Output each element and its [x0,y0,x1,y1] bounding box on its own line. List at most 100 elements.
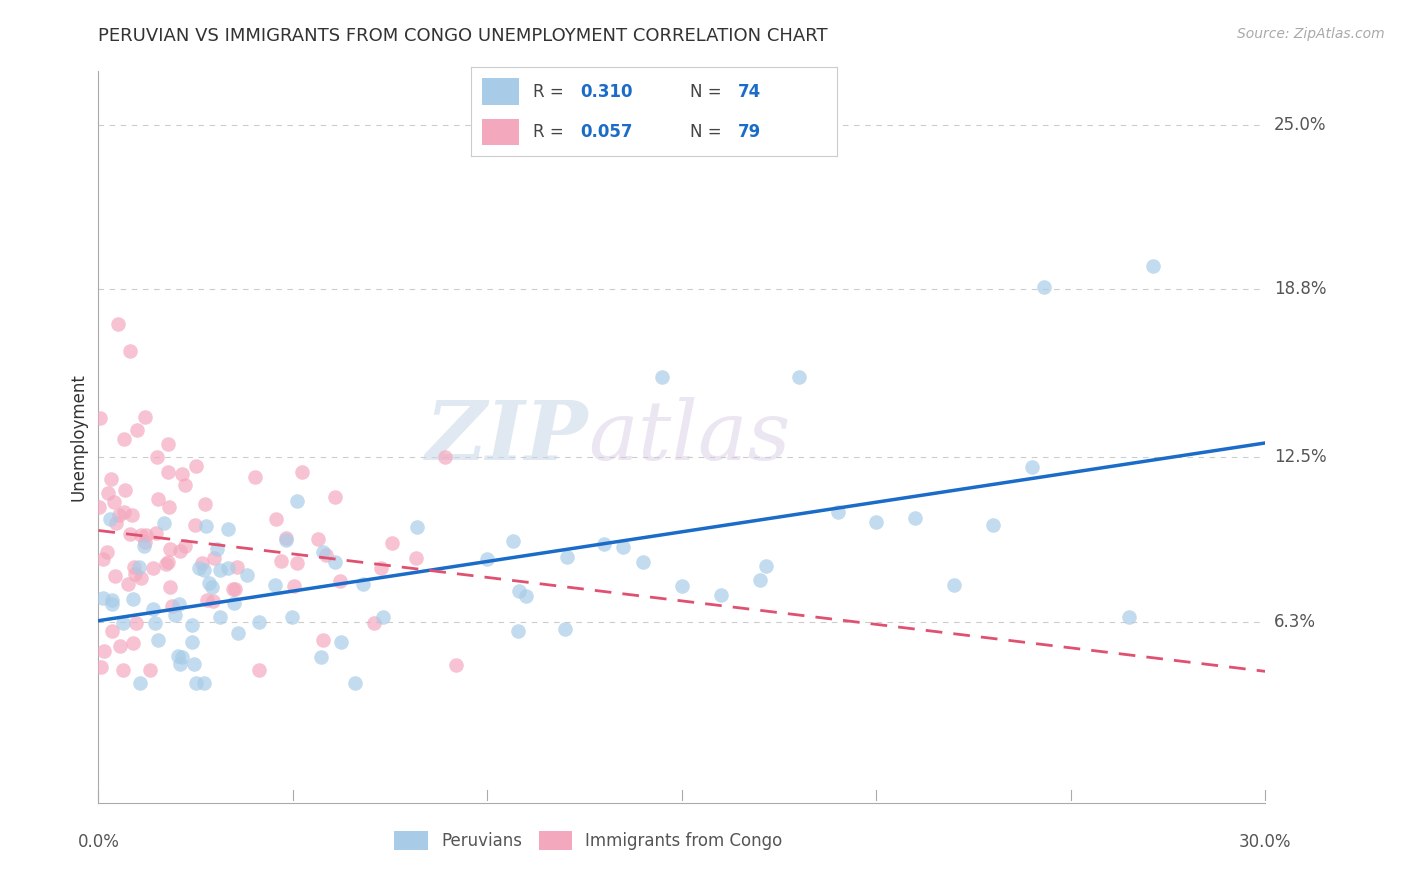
Point [477,551,499,566]
Point [89,500,111,514]
Point [112,505,135,519]
Point [184,518,207,533]
Point [274,533,297,547]
Point [222,596,245,610]
Point [128,559,150,574]
Point [98,512,121,526]
Point [270,554,292,568]
Point [263,577,285,591]
Point [287,556,309,570]
Point [107,317,129,331]
Point [217,522,239,536]
Point [373,610,395,624]
Text: 79: 79 [738,123,761,141]
Point [122,592,145,607]
Point [593,537,616,551]
Point [405,551,427,566]
Point [101,597,124,611]
Text: R =: R = [533,123,569,141]
Point [167,649,190,664]
Point [193,676,215,690]
FancyBboxPatch shape [482,119,519,145]
Text: 30.0%: 30.0% [1239,833,1292,851]
Point [112,663,135,677]
Point [555,549,578,564]
Point [118,527,141,541]
Point [329,574,352,588]
Legend: Peruvians, Immigrants from Congo: Peruvians, Immigrants from Congo [388,824,789,856]
Point [170,467,193,482]
Point [433,450,456,464]
Point [291,465,314,479]
Point [381,535,404,549]
Point [129,676,152,690]
Point [118,343,141,358]
Point [138,663,160,677]
Point [145,526,167,541]
Point [224,582,246,597]
Text: 74: 74 [738,83,761,101]
Point [180,635,202,649]
Point [108,639,131,653]
Point [112,432,135,446]
Point [243,470,266,484]
Point [205,542,228,557]
Point [184,676,207,690]
Point [93,551,115,566]
Point [131,528,153,542]
Point [163,607,186,622]
Point [195,593,218,607]
Point [174,477,197,491]
Point [96,545,118,559]
Text: 0.0%: 0.0% [77,833,120,851]
Point [217,561,239,575]
Point [193,563,215,577]
Point [121,508,143,522]
Point [315,548,337,562]
Point [101,624,124,638]
Point [114,483,136,497]
Point [159,580,181,594]
Point [89,411,111,425]
Point [188,561,211,575]
Point [174,539,197,553]
Point [183,657,205,671]
Point [134,534,156,549]
Point [135,528,157,542]
Point [904,511,927,525]
Point [181,618,204,632]
Point [202,551,225,566]
Point [172,650,194,665]
Point [134,410,156,425]
Y-axis label: Unemployment: Unemployment [69,373,87,501]
Point [157,555,180,569]
Point [90,660,112,674]
Point [202,594,225,608]
Point [195,519,218,533]
Point [515,589,537,603]
Point [981,517,1004,532]
Point [201,580,224,594]
Text: ZIP: ZIP [426,397,589,477]
Point [406,520,429,534]
Point [97,485,120,500]
Point [1118,609,1140,624]
Point [103,495,125,509]
Point [208,563,231,577]
Point [710,588,733,602]
Point [134,539,156,553]
Text: PERUVIAN VS IMMIGRANTS FROM CONGO UNEMPLOYMENT CORRELATION CHART: PERUVIAN VS IMMIGRANTS FROM CONGO UNEMPL… [98,27,828,45]
Point [222,582,245,597]
Point [157,500,180,515]
Point [287,493,309,508]
Point [169,657,191,671]
Point [160,599,183,614]
Point [112,616,135,631]
Point [124,566,146,581]
Point [748,573,770,587]
Point [125,616,148,631]
Point [631,555,654,569]
Text: 0.057: 0.057 [581,123,633,141]
Point [100,472,122,486]
Point [117,576,139,591]
